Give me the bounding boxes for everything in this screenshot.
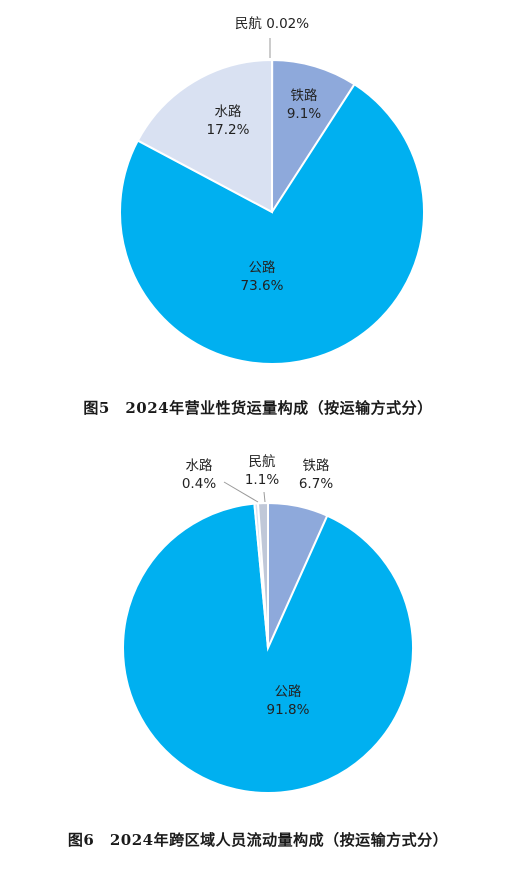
pie-slice-6-3: [256, 501, 269, 649]
slice-name-label: 铁路: [303, 458, 330, 474]
leader-line: [223, 481, 259, 503]
pie-slice-5-2: [119, 82, 425, 365]
slice-name-label: 水路: [186, 458, 213, 474]
slice-value-label: 6.7%: [299, 476, 333, 492]
slice-value-label: 0.4%: [182, 476, 216, 492]
pie-chart-passenger: 铁路 6.7% 公路 91.8% 水路 0.4% 民航 1.1%: [122, 454, 414, 794]
slice-name-label: 公路: [275, 684, 302, 700]
slice-name-label: 民航: [249, 454, 276, 470]
pie-slice-5-1: [270, 58, 356, 216]
slice-label: 民航 0.02%: [235, 16, 309, 32]
slice-value-label: 73.6%: [241, 278, 284, 294]
slice-value-label: 91.8%: [267, 702, 310, 718]
figure-6-caption: 图6 2024年跨区域人员流动量构成（按运输方式分）: [67, 831, 449, 849]
slice-value-label: 9.1%: [287, 106, 321, 122]
figure-5-caption: 图5 2024年营业性货运量构成（按运输方式分）: [83, 399, 433, 417]
figure-5: 民航 0.02% 铁路 9.1% 公路 73.6% 水路 17.2% 图5 2024年营业性…: [0, 0, 516, 430]
figure-6: 铁路 6.7% 公路 91.8% 水路 0.4% 民航 1.1% 图6 2024年跨区域人员流…: [0, 430, 516, 873]
slice-name-label: 公路: [249, 260, 276, 276]
pie-chart-freight: 民航 0.02% 铁路 9.1% 公路 73.6% 水路 17.2%: [119, 16, 425, 365]
slice-name-label: 水路: [215, 104, 242, 120]
slice-name-label: 铁路: [291, 88, 318, 104]
slice-value-label: 17.2%: [207, 122, 250, 138]
pie-slice-6-1: [122, 502, 414, 794]
leader-line: [263, 491, 266, 503]
pie-slice-5-3: [136, 58, 273, 214]
slice-value-label: 1.1%: [245, 472, 279, 488]
